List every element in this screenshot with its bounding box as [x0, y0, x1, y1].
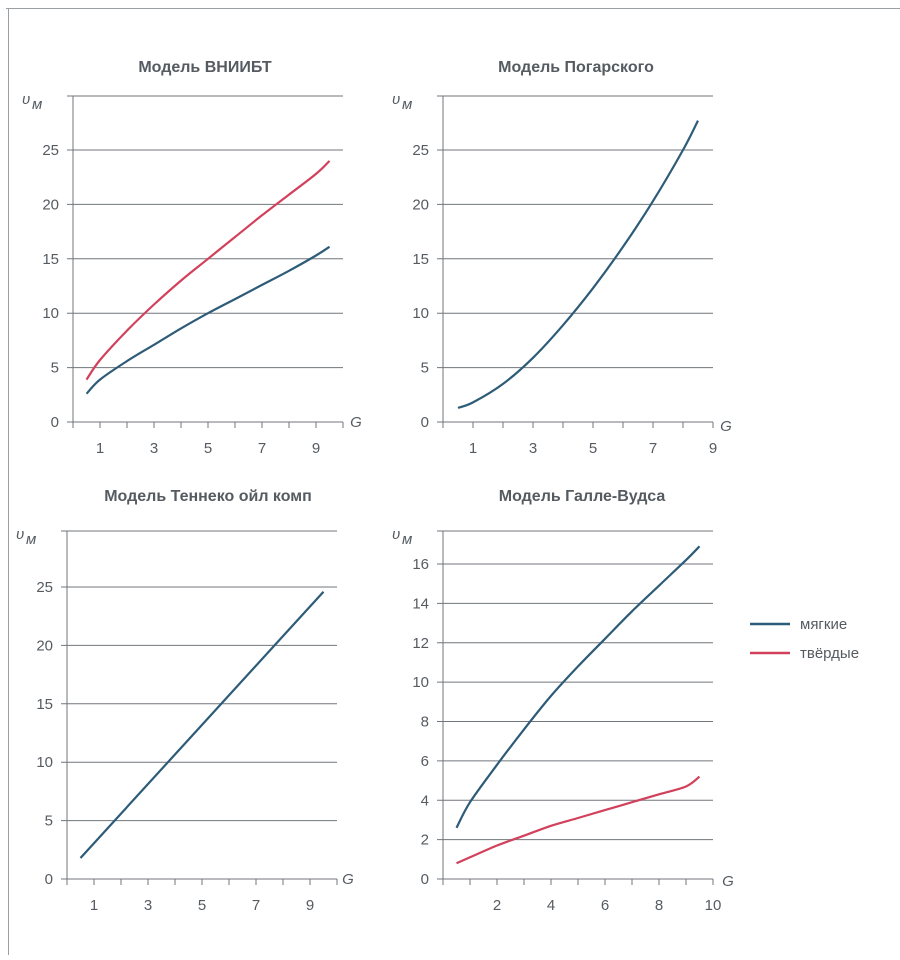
- y-axis-label-subscript: м: [26, 531, 36, 548]
- x-tick-label: 5: [198, 897, 206, 914]
- y-axis-label: υ: [392, 526, 400, 543]
- y-tick-label: 20: [412, 196, 429, 213]
- y-axis-label: υ: [22, 91, 30, 108]
- x-tick-label: 6: [601, 897, 609, 914]
- y-tick-label: 5: [421, 360, 429, 377]
- x-tick-label: 4: [547, 897, 555, 914]
- y-tick-label: 14: [412, 595, 429, 612]
- y-axis-label-subscript: м: [402, 96, 412, 113]
- x-tick-label: 5: [589, 440, 597, 457]
- y-tick-label: 10: [36, 754, 53, 771]
- y-tick-label: 6: [421, 753, 429, 770]
- x-tick-label: 7: [252, 897, 260, 914]
- legend-label-hard: твёрдые: [800, 645, 859, 662]
- y-tick-label: 5: [51, 360, 59, 377]
- y-tick-label: 8: [421, 714, 429, 731]
- x-tick-label: 3: [144, 897, 152, 914]
- y-tick-label: 0: [45, 871, 53, 888]
- x-axis-label: G: [720, 418, 732, 435]
- x-tick-label: 10: [705, 897, 722, 914]
- series-line-hard: [85, 160, 331, 381]
- legend-label-soft: мягкие: [800, 616, 847, 633]
- x-tick-label: 1: [469, 440, 477, 457]
- x-axis-label: G: [722, 873, 734, 890]
- y-tick-label: 10: [412, 674, 429, 691]
- y-tick-label: 20: [42, 196, 59, 213]
- series-line-soft: [79, 590, 325, 859]
- y-tick-label: 0: [421, 871, 429, 888]
- y-axis-label-subscript: м: [402, 531, 412, 548]
- y-tick-label: 12: [412, 635, 429, 652]
- x-tick-label: 5: [204, 440, 212, 457]
- chart-tenneco: Модель Теннеко ойл комп υ м 0 5 10 15 20 25 1 3 5 7 9…: [16, 488, 354, 914]
- chart-title: Модель Погарского: [498, 59, 654, 76]
- x-tick-label: 1: [90, 897, 98, 914]
- series-line-soft: [455, 545, 701, 829]
- y-tick-label: 16: [412, 556, 429, 573]
- y-tick-label: 25: [42, 142, 59, 159]
- x-tick-label: 7: [258, 440, 266, 457]
- x-tick-label: 7: [649, 440, 657, 457]
- y-axis-label: υ: [392, 91, 400, 108]
- y-tick-label: 25: [412, 142, 429, 159]
- x-tick-label: 9: [709, 440, 717, 457]
- x-tick-label: 3: [150, 440, 158, 457]
- chart-title: Модель Теннеко ойл комп: [104, 488, 312, 505]
- x-axis-label: G: [342, 871, 354, 888]
- y-tick-label: 0: [421, 414, 429, 431]
- x-tick-label: 9: [306, 897, 314, 914]
- y-tick-label: 15: [36, 696, 53, 713]
- chart-title: Модель Галле-Вудса: [499, 488, 666, 505]
- y-tick-label: 25: [36, 579, 53, 596]
- y-tick-label: 10: [42, 305, 59, 322]
- y-axis-label-subscript: м: [32, 96, 42, 113]
- series-line-soft: [457, 120, 699, 409]
- y-tick-label: 0: [51, 414, 59, 431]
- x-tick-label: 9: [312, 440, 320, 457]
- x-tick-label: 8: [655, 897, 663, 914]
- y-tick-label: 20: [36, 637, 53, 654]
- y-tick-label: 15: [42, 251, 59, 268]
- y-tick-label: 2: [421, 832, 429, 849]
- y-axis-label: υ: [16, 526, 24, 543]
- y-tick-label: 4: [421, 792, 429, 809]
- x-axis-label: G: [350, 414, 362, 431]
- chart-title: Модель ВНИИБТ: [138, 59, 272, 76]
- x-tick-label: 1: [96, 440, 104, 457]
- chart-vniibt: Модель ВНИИБТ υ м 0 5 10 15 20 25 1 3 5 7 9 G: [22, 59, 362, 457]
- y-tick-label: 5: [45, 813, 53, 830]
- y-tick-label: 10: [412, 305, 429, 322]
- series-line-hard: [456, 775, 701, 865]
- y-tick-label: 15: [412, 251, 429, 268]
- x-tick-label: 2: [493, 897, 501, 914]
- chart-pogarsky: Модель Погарского υ м 0 5 10 15 20 25 1 3 5 7 9G: [392, 59, 732, 457]
- series-line-soft: [85, 245, 331, 395]
- legend: мягкие твёрдые: [750, 616, 859, 662]
- x-tick-label: 3: [529, 440, 537, 457]
